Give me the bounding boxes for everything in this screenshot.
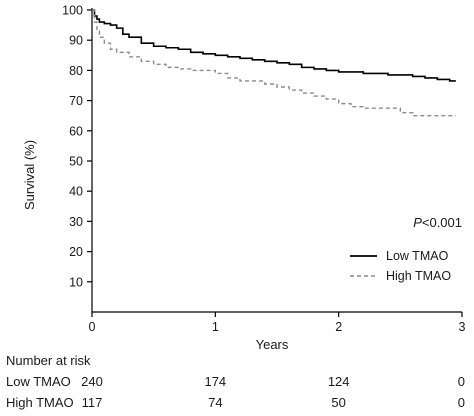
x-tick-label: 0: [89, 320, 96, 334]
legend: Low TMAO High TMAO: [350, 249, 451, 283]
legend-label-high: High TMAO: [386, 269, 451, 283]
x-tick-label: 1: [212, 320, 219, 334]
y-tick-label: 20: [69, 245, 83, 259]
y-tick-label: 10: [69, 275, 83, 289]
y-tick-label: 70: [69, 94, 83, 108]
risk-value: 0: [458, 374, 465, 389]
y-axis-title: Survival (%): [22, 140, 37, 210]
survival-curves: [92, 9, 456, 117]
survival-curve-high-tmao: [92, 9, 456, 117]
p-value-annotation: P<0.001: [413, 215, 462, 230]
y-tick-label: 90: [69, 34, 83, 48]
y-tick-label: 80: [69, 64, 83, 78]
x-tick-label: 2: [335, 320, 342, 334]
risk-value: 117: [82, 395, 103, 410]
ticks: 10 20 30 40 50 60 70 80 90 100 0 1 2 3: [62, 4, 465, 335]
risk-row-label-low: Low TMAO: [6, 374, 71, 389]
risk-table-title: Number at risk: [6, 353, 91, 368]
risk-value: 240: [81, 374, 103, 389]
y-tick-label: 60: [69, 124, 83, 138]
risk-value: 124: [328, 374, 350, 389]
axes: [91, 8, 462, 313]
risk-value: 0: [458, 395, 465, 410]
y-tick-label: 100: [62, 4, 83, 18]
x-tick-label: 3: [459, 320, 466, 334]
risk-value: 50: [331, 395, 345, 410]
risk-table: Number at risk Low TMAO High TMAO 240 174…: [6, 353, 465, 410]
risk-row-label-high: High TMAO: [6, 395, 74, 410]
y-tick-label: 40: [69, 185, 83, 199]
risk-value: 74: [208, 395, 222, 410]
y-tick-label: 30: [69, 215, 83, 229]
y-tick-label: 50: [69, 155, 83, 169]
p-value-rest: <0.001: [422, 215, 462, 230]
risk-value: 174: [204, 374, 226, 389]
risk-values: 240 174 124 0 117 74 50 0: [81, 374, 465, 410]
survival-curve-low-tmao: [92, 9, 456, 82]
p-value-italic: P: [413, 215, 422, 230]
x-axis-title: Years: [256, 337, 289, 352]
legend-label-low: Low TMAO: [386, 249, 449, 263]
